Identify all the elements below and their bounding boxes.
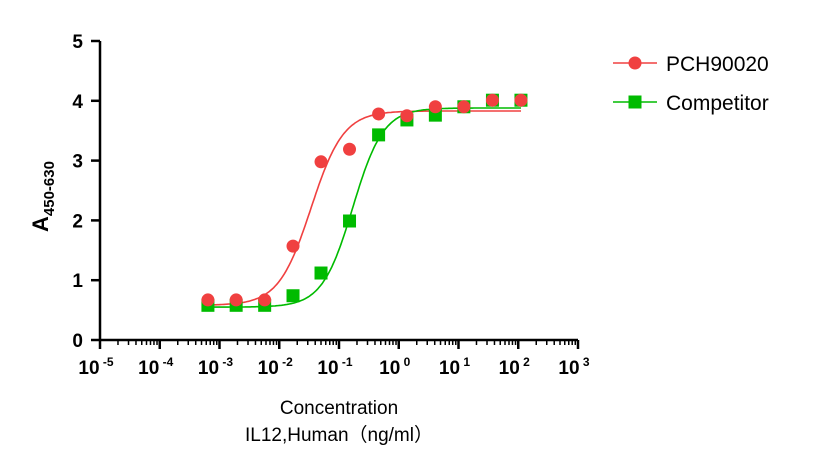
x-axis-label: Concentration [280,398,398,419]
data-point-competitor [343,214,357,228]
data-point-pch90020 [343,142,357,156]
fit-curve-competitor [207,107,521,308]
x-tick-label: 10 2 [499,355,530,379]
data-point-competitor [286,289,300,303]
data-point-pch90020 [400,109,414,123]
x-tick-label: 10 1 [439,355,470,379]
data-point-pch90020 [258,293,272,307]
x-tick-label: 10 -5 [78,355,113,379]
data-point-competitor [314,266,328,280]
data-point-pch90020 [514,93,528,107]
x-tick-label: 10 -3 [198,355,233,379]
data-point-competitor [372,128,386,142]
data-point-pch90020 [457,100,471,114]
y-tick-label: 3 [72,152,83,173]
x-tick-label: 10 0 [379,355,410,379]
data-point-pch90020 [229,293,243,307]
x-tick-label: 10 -1 [317,355,352,379]
x-tick-label: 10 -4 [138,355,173,379]
legend-marker-pch90020 [628,56,642,70]
data-points [201,93,528,312]
data-point-pch90020 [201,293,215,307]
x-tick-label: 10 -2 [258,355,293,379]
y-tick-label: 2 [72,211,83,232]
x-tick-label: 10 3 [558,355,589,379]
data-point-pch90020 [314,155,328,169]
legend-label-competitor: Competitor [666,92,769,115]
y-tick-label: 1 [72,271,83,292]
axes: 0 1 2 3 4 5 10 -5 10 -4 10 -3 10 -2 10 -1 10 0 10 1 1… [72,32,589,379]
y-tick-label: 4 [72,92,83,113]
legend-marker-competitor [628,95,642,109]
data-point-pch90020 [485,93,499,107]
data-point-pch90020 [428,100,442,114]
data-point-pch90020 [286,239,300,253]
fit-curves [207,107,521,308]
data-point-pch90020 [372,107,386,121]
y-tick-label: 5 [72,32,83,53]
legend: PCH90020 Competitor [613,53,769,115]
x-axis-unit-label: IL12,Human（ng/ml） [245,424,433,446]
y-axis-label: A450-630 [28,161,58,232]
fit-curve-pch90020 [207,110,521,306]
legend-label-pch90020: PCH90020 [666,53,769,76]
y-tick-label: 0 [72,331,83,352]
